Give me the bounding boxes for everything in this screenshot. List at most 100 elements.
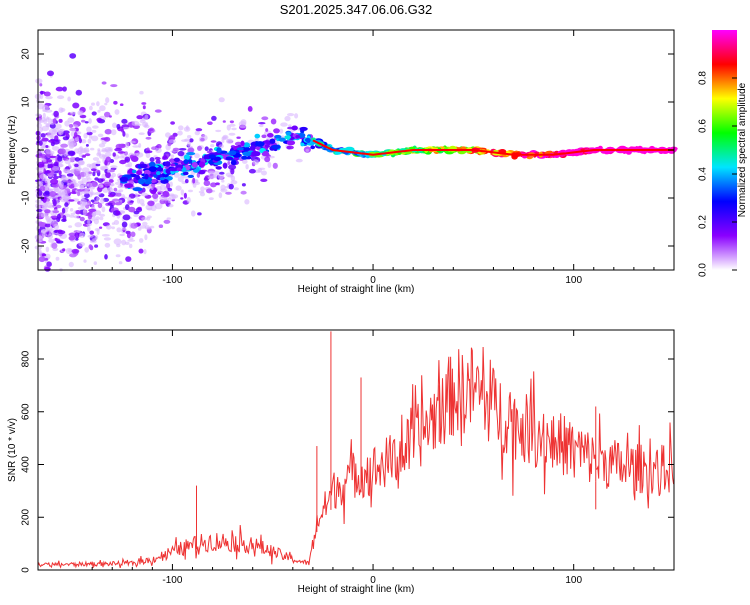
heat-cell (70, 212, 76, 216)
heat-cell (110, 129, 117, 136)
heat-cell (52, 210, 60, 214)
heat-cell (47, 131, 52, 137)
heat-cell (143, 249, 147, 255)
heat-cell (170, 121, 176, 125)
heat-cell (76, 230, 81, 233)
snr-x-label: Height of straight line (km) (298, 584, 415, 595)
heat-cell (75, 210, 81, 215)
heat-cell (77, 191, 81, 197)
x-tick-label: 0 (370, 575, 376, 586)
heat-cell (51, 242, 58, 249)
heat-cell (104, 111, 111, 118)
heat-cell (146, 215, 152, 219)
heat-cell (233, 187, 239, 191)
heat-cell (229, 120, 234, 124)
heat-cell (295, 134, 301, 139)
heat-cell (255, 141, 265, 147)
snr-ticks: -100 0 100 0 200 400 600 800 (21, 330, 674, 586)
heat-cell (58, 181, 64, 187)
heat-cell (117, 155, 125, 159)
heat-cell (111, 222, 115, 225)
heat-cell (228, 183, 234, 190)
heat-cell (69, 215, 75, 218)
heat-cell (268, 155, 275, 159)
y-tick-label: 400 (21, 456, 32, 473)
heat-cell (85, 149, 90, 153)
heat-cell (287, 113, 295, 117)
heat-cell (115, 210, 120, 215)
heat-cell (40, 157, 45, 161)
heat-cell (38, 251, 43, 258)
heat-cell (71, 248, 80, 254)
heat-cell (92, 125, 99, 129)
heat-cell (114, 202, 123, 206)
heat-cell (270, 118, 277, 125)
heat-cell (183, 192, 187, 199)
heat-cell (83, 133, 88, 139)
heat-cell (241, 183, 246, 187)
heat-cell (242, 151, 252, 156)
heat-cell (226, 138, 234, 144)
heat-cell (139, 238, 144, 243)
heat-cell (119, 159, 127, 165)
heat-cell (284, 115, 291, 122)
heat-cell (47, 70, 54, 77)
heat-cell (55, 256, 60, 261)
heat-cell (94, 228, 100, 232)
heat-cell (187, 141, 191, 147)
heat-cell (79, 216, 85, 222)
heat-cell (258, 167, 266, 170)
heat-cell (95, 216, 100, 221)
heat-cell (97, 109, 101, 113)
colorbar-tick-label: 0.6 (698, 119, 709, 133)
heat-cell (299, 126, 308, 131)
heat-cell (50, 178, 59, 185)
heat-cell (125, 256, 132, 262)
heat-cell (183, 126, 191, 132)
heat-cell (166, 182, 171, 190)
heat-cell (162, 155, 168, 159)
heat-cell (104, 128, 112, 135)
colorbar-label: Normalized spectral amplitude (737, 82, 748, 217)
heat-cell (156, 144, 162, 149)
heat-cell (62, 248, 66, 252)
heat-cell (163, 196, 169, 201)
heat-cell (104, 102, 108, 106)
heat-cell (72, 102, 80, 109)
heat-cell (258, 122, 266, 125)
heat-cell (87, 218, 91, 226)
heat-cell (108, 169, 116, 173)
heat-cell (175, 185, 182, 191)
heat-cell (149, 157, 155, 163)
heat-cell (108, 179, 114, 183)
heat-cell (208, 170, 216, 174)
heat-cell (39, 185, 46, 191)
heat-cell (197, 170, 206, 175)
heat-cell (114, 109, 120, 115)
heat-cell (64, 206, 69, 210)
heat-cell (96, 101, 100, 107)
heat-cell (130, 222, 138, 229)
heat-cell (113, 238, 122, 245)
heat-cell (148, 166, 157, 173)
heat-cell (58, 170, 62, 176)
heat-cell (78, 160, 85, 166)
heat-cell (70, 191, 78, 195)
heat-cell (70, 169, 75, 174)
heat-cell (112, 198, 120, 202)
heat-cell (97, 148, 101, 152)
heat-cell (192, 183, 197, 188)
heat-cell (261, 134, 267, 139)
heat-cell (68, 261, 74, 268)
heat-cell (60, 107, 66, 112)
snr-plot: -100 0 100 0 200 400 600 800 Height of straight… (7, 329, 675, 595)
heat-cell (240, 140, 245, 147)
heat-cell (286, 145, 294, 150)
heat-cell (142, 105, 146, 110)
heat-cell (81, 139, 87, 144)
heat-cell (215, 166, 222, 170)
heat-cell (48, 139, 55, 143)
heat-cell (180, 189, 185, 196)
colorbar-tick-label: 0.2 (698, 215, 709, 229)
x-tick-label: 0 (370, 275, 376, 286)
